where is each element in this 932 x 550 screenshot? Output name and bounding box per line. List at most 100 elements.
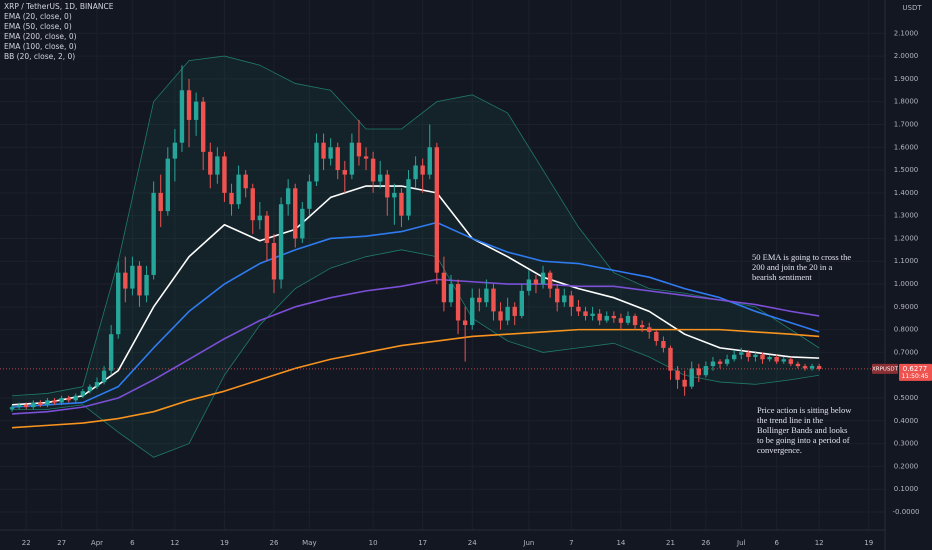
y-tick-label: 0.3000 [894,440,919,448]
candle-body [526,279,532,291]
candle-body [356,142,362,157]
chart-title: XRP / TetherUS, 1D, BINANCE [4,2,114,11]
x-tick-label: 19 [864,539,873,547]
candle-body [781,359,786,362]
candle-body [816,366,822,369]
y-tick-label: 1.9000 [894,75,919,83]
candle-body [703,366,709,376]
legend-entry: BB (20, close, 2, 0) [4,52,75,61]
candle-body [328,147,333,159]
candle-body [278,204,284,280]
ema-lines [11,185,820,429]
x-tick-label: 26 [701,539,710,547]
candle-body [94,382,100,387]
bb-upper [12,55,820,397]
candle-body [576,306,581,312]
y-tick-label: 1.8000 [894,98,919,106]
x-tick-label: Jun [522,539,534,547]
y-tick-label: 1.1000 [894,257,919,265]
y-tick-label: 1.0000 [894,280,919,288]
candle-body [505,306,510,321]
annotation-line: 200 and join the 20 in a [752,262,832,272]
candle-body [788,359,794,364]
candle-body [314,142,319,182]
annotation-line: to be going into a period of [757,435,850,445]
candle-body [675,370,680,380]
candle-body [639,325,645,328]
candle-body [470,297,475,326]
y-tick-label: 0.8000 [894,326,919,334]
candle-body [201,101,206,152]
candle-body [250,188,255,221]
y-tick-label: 1.6000 [894,143,919,151]
x-tick-label: 27 [57,539,66,547]
candle-body [555,288,560,303]
candle-body [477,297,482,303]
price-label: 0.6277 [903,365,928,373]
price-tag [899,363,932,381]
candle-body [179,90,185,143]
candle-body [38,402,43,405]
candle-body [661,341,666,348]
x-tick-label: Jul [736,539,746,547]
candle-body [108,334,114,371]
candle-body [604,315,609,321]
legend-entry: EMA (50, close, 0) [4,22,72,31]
candle-body [243,174,248,189]
candle-body [448,284,454,303]
candle-body [293,188,298,239]
candle-body [519,290,524,316]
legend-entry: EMA (200, close, 0) [4,32,77,41]
candle-body [370,158,376,182]
candle-body [767,356,772,360]
candle-body [24,404,29,408]
annotation-line: Bollinger Bands and looks [757,425,847,435]
annotation-line: the trend line in the [757,415,823,425]
y-tick-label: 0.2000 [894,462,919,470]
candle-body [80,391,86,396]
candle-body [491,288,496,312]
candle-body [158,192,163,212]
ema-line [11,278,820,415]
axes: -0.0000 0.1000 0.2000 0.3000 0.4000 0.5000 0.7… [22,29,920,547]
candle-body [611,315,617,319]
y-tick-label: 0.9000 [894,303,919,311]
candle-body [632,315,638,326]
candle-body [512,306,517,316]
y-axis-label: USDT [902,4,922,12]
candle-body [760,354,765,360]
candle-body [307,181,312,209]
x-tick-label: 19 [220,539,229,547]
candle-body [569,295,574,307]
y-tick-label: 2.0000 [894,52,919,60]
candle-body [193,101,199,120]
x-tick-label: 14 [616,539,625,547]
timer-label: 11:50:45 [902,373,929,380]
candle-body [236,174,241,205]
candle-body [774,356,779,362]
bb-fill [12,56,820,458]
x-tick-label: 17 [418,539,427,547]
candle-body [597,313,602,321]
candle-body [533,279,539,285]
candle-body [724,359,730,364]
candle-body [547,272,553,289]
candle-body [52,400,57,403]
candle-body [335,147,340,171]
ema-line [11,328,820,429]
candle-body [9,407,15,410]
x-tick-label: 26 [270,539,279,547]
candle-body [668,347,673,371]
candle-body [392,192,397,198]
y-tick-label: 2.1000 [894,29,919,37]
candle-body [271,243,277,280]
candle-body [484,288,489,303]
candle-body [399,192,404,216]
y-tick-label: 1.4000 [894,189,919,197]
x-tick-label: 7 [569,539,573,547]
candle-body [101,370,107,383]
candle-body [710,361,716,367]
candle-body [321,142,326,159]
